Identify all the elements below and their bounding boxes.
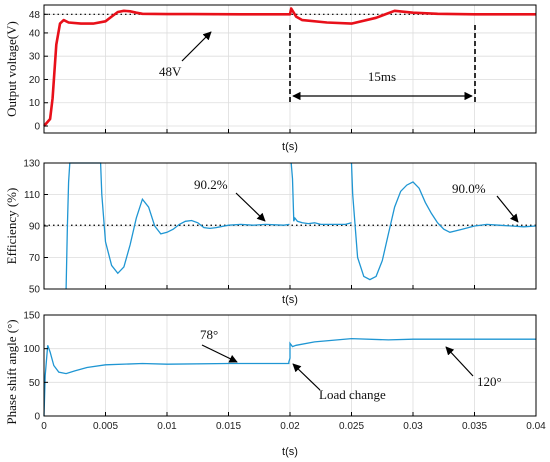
x-tick-label: 0.015 [216,421,241,432]
y-tick-label: 10 [29,98,41,109]
y-tick-label: 100 [23,344,40,355]
phase-panel: 0 50 100 150 0 0.005 0.01 0.015 0.02 0.025 0.03 0.… [4,311,546,459]
y-tick-label: 30 [29,52,41,63]
efficiency-series-line-3 [350,162,537,281]
efficiency-pointer-arrow-1 [235,192,266,222]
x-tick-label: 0 [41,421,47,432]
y-tick-label: 70 [29,253,41,264]
voltage-series-line [43,7,536,127]
load-change-pointer-arrow [292,363,321,391]
phase-y-axis-label: Phase shift angle (°) [4,319,19,424]
y-tick-label: 110 [24,190,40,201]
duration-label: 15ms [368,69,396,84]
phase-x-ticks: 0 0.005 0.01 0.015 0.02 0.025 0.03 0.035 0.04 [41,421,546,432]
phase-y-ticks: 0 50 100 150 [23,311,537,423]
x-tick-label: 0.02 [280,421,300,432]
y-tick-label: 0 [34,412,40,423]
load-change-label: Load change [319,387,386,402]
efficiency-pointer-arrow-2 [496,195,519,223]
efficiency-series-line-2 [290,162,352,226]
voltage-value-label: 48V [159,64,182,79]
efficiency-panel: 50 70 90 110 130 t(s) Efficiency (%) 90.2% 9… [4,159,537,306]
voltage-pointer-arrow [181,31,212,62]
phase-pointer-arrow-78 [201,344,238,363]
x-tick-label: 0.035 [462,421,487,432]
x-tick-label: 0.01 [157,421,177,432]
y-tick-label: 0 [34,122,40,133]
phase-series-line [43,337,536,417]
x-tick-label: 0.04 [526,421,546,432]
x-tick-label: 0.03 [403,421,423,432]
y-tick-label: 48 [29,10,41,21]
efficiency-y-axis-label: Efficiency (%) [4,188,19,265]
voltage-x-axis-label: t(s) [282,141,298,153]
efficiency-value-label-2: 90.0% [452,181,486,196]
phase-pointer-arrow-120 [445,346,474,377]
y-tick-label: 50 [29,378,41,389]
y-tick-label: 40 [29,28,41,39]
phase-value-label-78: 78° [200,327,218,342]
voltage-y-axis-label: Output voltage(V) [4,21,19,117]
voltage-grid [44,5,536,133]
y-tick-label: 150 [23,311,40,322]
efficiency-value-label-1: 90.2% [194,177,228,192]
y-tick-label: 20 [29,75,41,86]
efficiency-series-line-1 [65,162,290,290]
y-tick-label: 90 [29,222,41,233]
phase-value-label-120: 120° [477,374,502,389]
phase-x-axis-label: t(s) [282,446,298,458]
x-tick-label: 0.025 [339,421,364,432]
y-tick-label: 50 [29,285,41,296]
voltage-y-ticks: 0 10 20 30 40 48 [29,10,537,133]
x-tick-label: 0.005 [93,421,118,432]
efficiency-x-axis-label: t(s) [282,294,298,306]
y-tick-label: 130 [23,159,40,170]
efficiency-y-ticks: 50 70 90 110 130 [23,159,537,296]
